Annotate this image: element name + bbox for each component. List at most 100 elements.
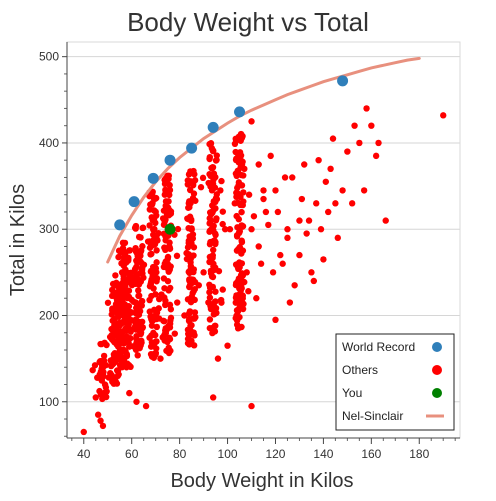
others-point	[267, 152, 274, 160]
others-point	[265, 221, 272, 229]
others-point	[135, 292, 143, 299]
others-point	[210, 246, 217, 254]
others-point	[109, 317, 116, 324]
x-tick-label: 40	[77, 447, 91, 461]
others-point	[298, 195, 306, 203]
others-point	[156, 295, 163, 303]
others-point	[150, 312, 158, 320]
others-point	[238, 323, 245, 331]
others-point	[205, 299, 212, 306]
others-point	[152, 351, 159, 358]
legend-label: You	[342, 386, 362, 400]
others-point	[94, 411, 102, 418]
world-record-point	[234, 106, 246, 118]
others-point	[281, 174, 289, 181]
others-point	[233, 298, 241, 306]
others-point	[132, 299, 140, 306]
others-point	[272, 187, 279, 194]
others-point	[237, 133, 244, 141]
you-point	[164, 223, 176, 235]
others-point	[132, 244, 139, 252]
others-point	[248, 226, 255, 233]
others-point	[232, 148, 239, 156]
others-point	[206, 316, 214, 323]
others-point	[238, 208, 245, 216]
others-point	[248, 118, 255, 125]
others-point	[284, 226, 291, 233]
others-point	[209, 254, 216, 262]
y-tick-label: 300	[39, 222, 59, 236]
others-point	[146, 222, 153, 229]
others-point	[226, 226, 234, 233]
others-point	[186, 186, 194, 194]
others-point	[174, 299, 181, 306]
others-point	[167, 306, 175, 313]
others-point	[140, 274, 147, 281]
others-point	[209, 394, 217, 401]
others-point	[152, 219, 159, 227]
others-point	[152, 265, 160, 272]
others-point	[212, 310, 219, 317]
others-point	[120, 290, 128, 297]
others-point	[310, 277, 318, 285]
others-point	[139, 224, 147, 231]
legend-label: World Record	[342, 340, 415, 354]
legend-label: Others	[342, 363, 378, 377]
others-point	[162, 205, 170, 213]
others-point	[206, 215, 213, 222]
others-point	[184, 215, 191, 222]
x-tick-label: 160	[361, 447, 381, 461]
others-point	[162, 329, 170, 337]
others-point	[272, 316, 279, 324]
others-point	[162, 190, 169, 197]
others-point	[339, 187, 346, 194]
others-point	[190, 342, 198, 349]
others-point	[97, 390, 105, 397]
others-point	[257, 260, 265, 267]
legend-swatch	[432, 342, 442, 352]
others-point	[166, 324, 174, 331]
others-point	[217, 187, 224, 194]
others-point	[120, 262, 127, 269]
y-tick-label: 200	[39, 308, 59, 322]
others-point	[138, 297, 146, 305]
others-point	[134, 307, 142, 315]
others-point	[139, 324, 147, 331]
others-point	[137, 330, 145, 338]
others-point	[133, 258, 141, 266]
others-point	[188, 293, 195, 300]
others-point	[187, 321, 195, 329]
others-point	[209, 202, 216, 209]
others-point	[149, 188, 156, 196]
others-point	[150, 195, 158, 202]
others-point	[147, 278, 155, 285]
others-point	[161, 337, 168, 344]
others-point	[165, 172, 173, 179]
others-point	[173, 252, 181, 260]
others-point	[117, 352, 124, 360]
others-point	[164, 277, 172, 285]
others-point	[308, 269, 315, 276]
others-point	[186, 203, 193, 211]
others-point	[146, 296, 153, 304]
legend: World Record Others You Nel-Sinclair	[335, 333, 455, 431]
others-point	[284, 234, 291, 242]
others-point	[147, 251, 154, 258]
others-point	[117, 281, 124, 288]
others-point	[167, 314, 175, 322]
others-point	[301, 161, 308, 168]
others-point	[144, 238, 152, 245]
others-point	[208, 273, 216, 280]
others-point	[97, 417, 104, 424]
others-point	[286, 299, 294, 306]
others-point	[189, 169, 196, 176]
others-point	[153, 278, 160, 285]
others-point	[375, 139, 382, 147]
y-tick-label: 500	[39, 50, 59, 64]
others-point	[146, 308, 153, 315]
others-point	[189, 182, 197, 189]
others-point	[221, 226, 229, 233]
others-point	[128, 281, 136, 289]
others-point	[121, 336, 128, 343]
